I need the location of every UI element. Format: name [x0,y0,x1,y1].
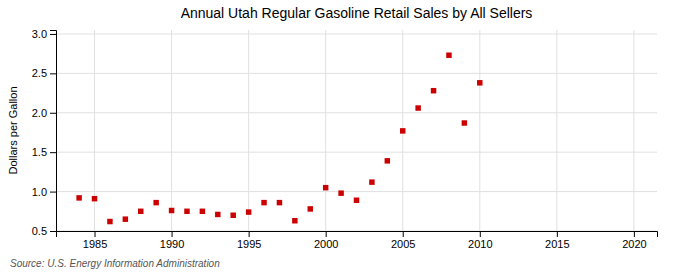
tick-label: 3.0 [32,28,47,40]
grid-line [633,30,634,231]
point [215,212,220,217]
tick-label: 1.5 [32,146,47,158]
point [462,120,467,125]
grid-line [56,33,657,34]
tick-mark [249,231,250,237]
point [292,218,297,223]
point [246,209,251,214]
point [354,198,359,203]
point [323,185,328,190]
tick-mark [50,231,56,232]
tick: 1.5 [32,146,56,158]
tick: 1.0 [32,186,56,198]
tick: 0.5 [32,225,56,237]
tick-label: 2000 [314,238,338,250]
point [277,200,282,205]
tick: 1985 [83,231,107,250]
tick: 2.5 [32,67,56,79]
point [261,200,266,205]
grid-line [56,152,657,153]
point [92,196,97,201]
tick: 3.0 [32,28,56,40]
title: Annual Utah Regular Gasoline Retail Sale… [181,5,533,21]
tick-label: 1995 [237,238,261,250]
point [200,209,205,214]
tick-mark [326,231,327,237]
tick-label: 2.5 [32,67,47,79]
tick-label: 2010 [468,238,492,250]
point [76,195,81,200]
point [338,190,343,195]
point [431,88,436,93]
tick-mark [403,231,404,237]
tick-label: 1990 [160,238,184,250]
point [107,219,112,224]
tick-label: 1985 [83,238,107,250]
tick: 1990 [160,231,184,250]
tick-mark [634,231,635,237]
point [385,158,390,163]
y-axis: 0.5 1.0 1.5 2.0 2.5 3.0 [32,28,57,237]
grid-line [479,30,480,231]
point [369,179,374,184]
tick: 2005 [391,231,415,250]
point [123,216,128,221]
tick-label: 1.0 [32,186,47,198]
y-axis-title: Dollars per Gallon [7,86,19,174]
point [153,200,158,205]
grid-line [56,112,657,113]
tick: 2000 [314,231,338,250]
tick-mark [480,231,481,237]
point [477,80,482,85]
point [184,209,189,214]
tick: 2020 [622,231,646,250]
grid-line [56,191,657,192]
grid-line [171,30,172,231]
marks [76,52,482,224]
tick-mark [172,231,173,237]
tick-label: 2015 [545,238,569,250]
tick-mark [50,113,56,114]
x-axis: 1985 1990 1995 2000 2005 2010 2015 2020 [57,231,658,250]
tick: 2015 [545,231,569,250]
grid-line [325,30,326,231]
annotation: Source: U.S. Energy Information Administ… [10,258,220,269]
tick-label: 2005 [391,238,415,250]
grid-line [556,30,557,231]
point [415,105,420,110]
tick-mark [557,231,558,237]
tick: 1995 [237,231,261,250]
tick-mark [50,73,56,74]
tick-label: 2020 [622,238,646,250]
point [308,206,313,211]
grid-line [56,73,657,74]
tick: 2.0 [32,107,56,119]
chart: 1985 1990 1995 2000 2005 2010 2015 2020 0.5 1.0 1.… [0,0,675,275]
tick-label: 0.5 [32,225,47,237]
point [138,209,143,214]
point [230,212,235,217]
tick: 2010 [468,231,492,250]
tick-mark [50,34,56,35]
point [169,208,174,213]
plot-area: 1985 1990 1995 2000 2005 2010 2015 2020 0.5 1.0 1.… [32,28,658,250]
point [400,128,405,133]
tick-label: 2.0 [32,107,47,119]
axis-line [50,31,57,232]
grid-line [248,30,249,231]
tick-mark [95,231,96,237]
grid [56,30,657,231]
tick-mark [50,192,56,193]
axis-line [57,232,658,238]
point [446,52,451,57]
tick-mark [50,152,56,153]
